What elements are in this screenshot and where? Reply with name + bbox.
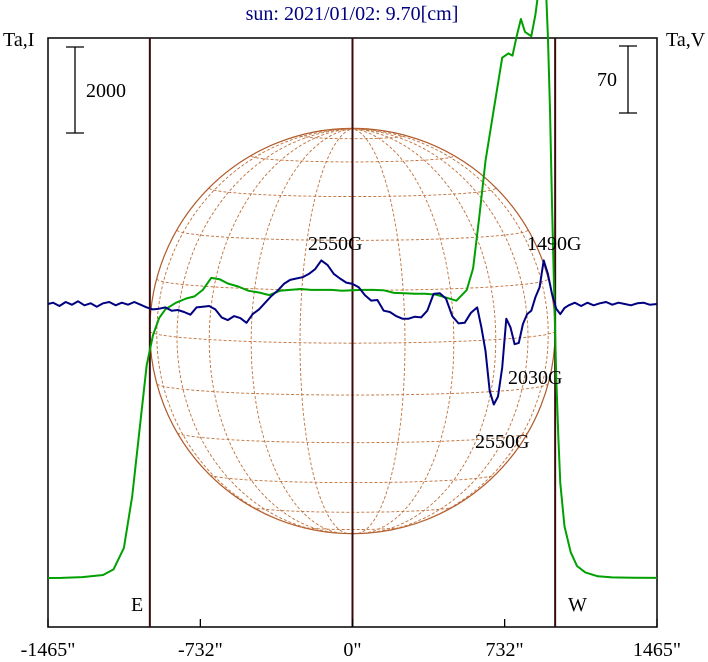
parallel-line [209, 474, 496, 484]
meridian-line [299, 128, 353, 534]
x-tick-label: -1465" [21, 639, 76, 661]
left-scale-bar [66, 46, 84, 134]
chart-title: sun: 2021/01/02: 9.70[cm] [246, 3, 459, 25]
west-limb-label: W [568, 594, 587, 616]
x-tick-label: 0" [343, 639, 361, 661]
annotation-intensity-peak: 2550G [308, 233, 362, 255]
meridian-line [352, 128, 549, 528]
left-scale-bar-label: 2000 [86, 80, 126, 102]
right-scale-bar [619, 45, 637, 114]
meridian-line [176, 128, 353, 533]
meridian-line [208, 128, 353, 534]
meridian-line [352, 128, 497, 534]
meridian-line [250, 128, 353, 534]
x-tick-label: -732" [178, 639, 223, 661]
x-tick-label: 1465" [633, 639, 681, 661]
data-curves [47, 0, 658, 579]
right-axis-label: Ta,V [666, 29, 706, 51]
x-tick-label: 732" [486, 639, 524, 661]
meridian-line [352, 128, 529, 533]
limb-and-center-lines [148, 38, 557, 627]
left-axis-label: Ta,I [3, 29, 34, 51]
meridian-line [352, 128, 406, 534]
meridian-line [156, 128, 353, 528]
annotation-v-negative-min: 2550G [475, 431, 529, 453]
series-line-polarization_V [47, 259, 658, 406]
annotation-v-negative-west: 2030G [508, 367, 562, 389]
x-axis-ticks: -1465" -732" 0" 732" 1465" [21, 619, 681, 661]
annotation-v-positive-west: 1490G [527, 233, 581, 255]
series-line-intensity [47, 0, 658, 579]
right-scale-bar-label: 70 [597, 69, 617, 91]
east-limb-label: E [131, 594, 143, 616]
meridian-line [352, 128, 455, 534]
